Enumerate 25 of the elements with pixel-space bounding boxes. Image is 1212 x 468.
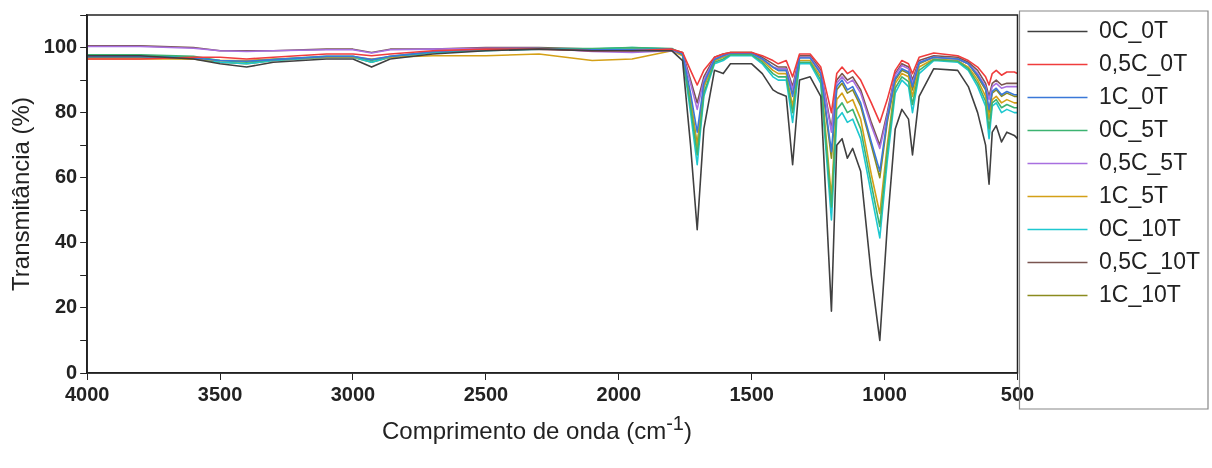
y-tick-label: 60 [54,165,78,188]
y-tick-label: 80 [54,100,78,123]
y-tick-label: 20 [54,295,78,318]
x-tick-label: 2500 [463,382,509,405]
y-tick-label: 0 [66,360,78,383]
y-tick-label: 100 [43,35,78,58]
x-tick-label: 2000 [596,382,642,405]
x-tick-label: 3500 [197,382,243,405]
x-tick-label: 3000 [330,382,376,405]
legend-label: 1C_10T [1098,280,1181,307]
y-tick-label: 40 [54,230,78,253]
x-tick-label: 500 [1000,382,1035,405]
legend-label: 1C_5T [1098,181,1169,208]
legend-label: 0,5C_10T [1098,247,1201,274]
x-tick-label: 4000 [64,382,110,405]
y-axis-title: Transmitância (%) [7,97,35,291]
x-tick-label: 1000 [862,382,907,405]
legend-label: 0,5C_0T [1098,49,1188,76]
x-tick-label: 1500 [729,382,774,405]
legend-label: 0,5C_5T [1098,148,1188,175]
legend-label: 0C_0T [1098,16,1169,43]
legend-label: 1C_0T [1098,82,1169,109]
legend-label: 0C_5T [1098,115,1169,142]
x-axis-title: Comprimento de onda (cm$^{-1}$) [381,412,693,445]
legend-label: 0C_10T [1098,214,1181,241]
